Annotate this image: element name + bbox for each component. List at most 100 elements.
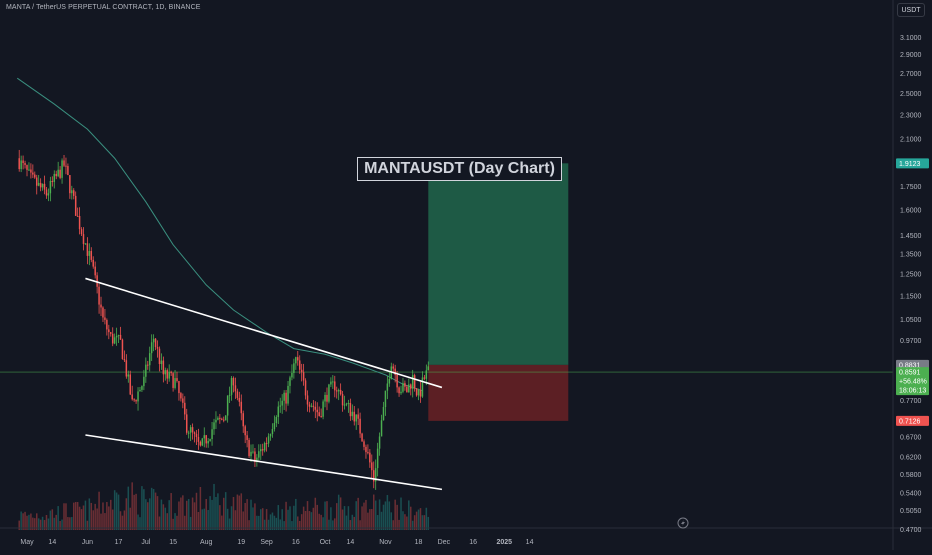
- volume-bar: [82, 505, 85, 530]
- candle-body: [279, 405, 281, 407]
- candle-body: [287, 385, 289, 404]
- volume-bar: [228, 518, 231, 530]
- candle-body: [376, 448, 379, 469]
- volume-bar: [221, 515, 223, 530]
- candle-body: [396, 374, 398, 388]
- candle-body: [51, 181, 54, 183]
- volume-bar: [117, 494, 120, 530]
- candle-body: [152, 338, 155, 343]
- candle-body: [293, 363, 295, 373]
- candle-body: [205, 435, 207, 444]
- candle-body: [176, 378, 178, 382]
- candle-body: [88, 251, 91, 256]
- candle-body: [261, 449, 264, 451]
- candle-body: [24, 163, 26, 166]
- x-tick-label: 2025: [496, 539, 512, 546]
- price-tag-stop: [896, 415, 929, 426]
- volume-bar: [125, 498, 128, 530]
- volume-bar: [238, 495, 241, 530]
- volume-bar: [236, 494, 239, 530]
- volume-bar: [18, 520, 20, 530]
- candle-body: [419, 390, 422, 397]
- price-tag-change: +56.48%: [899, 379, 927, 386]
- volume-bar: [376, 515, 379, 530]
- stop-zone: [428, 364, 569, 421]
- volume-bar: [265, 509, 268, 530]
- trendlines: [85, 277, 443, 491]
- currency-button[interactable]: USDT: [897, 3, 925, 17]
- volume-bar: [289, 506, 291, 530]
- volume-bar: [341, 509, 344, 530]
- candle-body: [67, 166, 69, 176]
- price-tag-countdown: 18:06:13: [899, 388, 926, 395]
- candle-body: [417, 390, 420, 396]
- volume-bar: [345, 515, 348, 530]
- volume-bar: [129, 507, 131, 530]
- volume-bar: [316, 504, 319, 530]
- y-tick-label: 1.6000: [900, 207, 922, 214]
- y-tick-label: 0.5400: [900, 491, 922, 498]
- volume-bar: [145, 499, 147, 530]
- volume-bar: [35, 513, 38, 530]
- candle-body: [82, 234, 85, 244]
- volume-bar: [147, 502, 149, 530]
- candle-body: [267, 436, 270, 444]
- y-tick-label: 0.5800: [900, 472, 922, 479]
- candle-body: [185, 414, 188, 433]
- x-tick-label: Nov: [379, 539, 392, 546]
- volume-bar: [328, 519, 330, 530]
- candle-body: [246, 435, 248, 440]
- candle-body: [174, 378, 176, 388]
- volume-bars: [18, 482, 430, 530]
- price-tag-label: 0.8591: [899, 370, 921, 377]
- y-tick-label: 1.2500: [900, 272, 922, 279]
- volume-bar: [359, 520, 361, 530]
- price-tag-current: [896, 367, 929, 396]
- y-tick-label: 0.7700: [900, 398, 922, 405]
- y-axis[interactable]: 3.1000 2.9000 2.7000 2.5000 2.3000 2.1000 1.75…: [900, 35, 922, 534]
- candle-body: [330, 381, 332, 385]
- candle-body: [203, 435, 206, 439]
- candle-body: [224, 415, 227, 421]
- candle-body: [53, 173, 56, 182]
- volume-bar: [390, 512, 393, 530]
- lightning-icon[interactable]: [677, 517, 689, 529]
- volume-bar: [63, 503, 65, 530]
- volume-bar: [152, 489, 155, 530]
- x-tick-label: Dec: [438, 539, 451, 546]
- candle-body: [178, 381, 180, 394]
- candle-body: [285, 392, 287, 404]
- y-tick-label: 1.4500: [900, 233, 922, 240]
- candle-body: [113, 337, 116, 344]
- candle-body: [71, 190, 73, 194]
- candle-body: [271, 429, 274, 434]
- volume-bar: [131, 482, 133, 530]
- candle-body: [314, 406, 317, 410]
- volume-bar: [98, 491, 100, 530]
- x-tick-label: 19: [237, 539, 245, 546]
- volume-bar: [195, 492, 198, 530]
- candle-body: [199, 441, 202, 446]
- volume-bar: [271, 512, 274, 530]
- volume-bar: [156, 496, 159, 530]
- candle-body: [76, 215, 79, 217]
- volume-bar: [384, 501, 387, 530]
- volume-bar: [47, 518, 50, 530]
- candle-body: [295, 357, 297, 364]
- candle-body: [49, 181, 52, 194]
- volume-bar: [219, 505, 221, 530]
- price-tag-target: [896, 158, 929, 169]
- candle-body: [201, 438, 204, 446]
- volume-bar: [170, 493, 172, 530]
- candle-body: [156, 346, 159, 349]
- candle-body: [117, 334, 120, 336]
- x-tick-label: Jul: [141, 539, 150, 546]
- candle-body: [347, 402, 350, 404]
- x-axis[interactable]: May 14 Jun 17 Jul 15 Aug 19 Sep 16 Oct 14 Nov 18 Dec 16…: [20, 539, 533, 546]
- y-tick-label: 1.1500: [900, 293, 922, 300]
- candle-body: [256, 457, 258, 463]
- volume-bar: [306, 501, 309, 530]
- volume-bar: [371, 509, 373, 530]
